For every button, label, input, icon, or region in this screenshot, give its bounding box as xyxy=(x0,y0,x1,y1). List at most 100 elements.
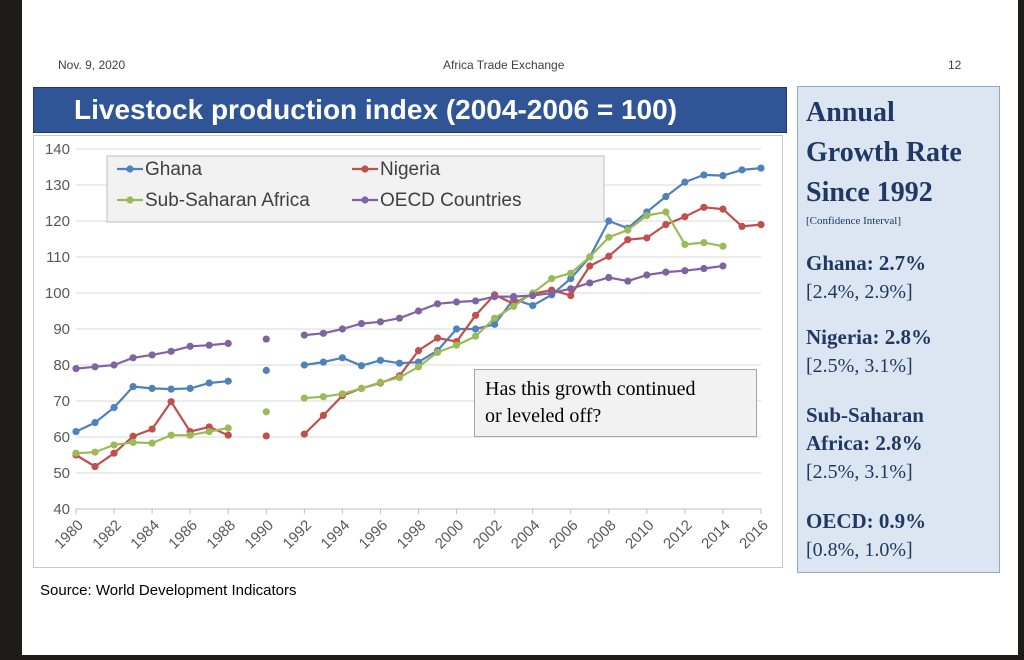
data-point-oecd-countries xyxy=(395,314,404,322)
data-point-ghana xyxy=(681,178,689,186)
y-tick-label: 120 xyxy=(45,213,70,230)
oecd-rate: OECD: 0.9% xyxy=(806,509,927,533)
data-point-oecd-countries xyxy=(224,339,232,347)
x-tick-label: 2000 xyxy=(432,517,468,553)
data-point-oecd-countries xyxy=(72,365,80,373)
data-point-oecd-countries xyxy=(700,264,708,273)
data-point-ghana xyxy=(738,166,746,174)
data-point-oecd-countries xyxy=(414,307,423,315)
data-point-nigeria xyxy=(414,347,423,355)
x-tick-label: 2012 xyxy=(660,517,696,553)
data-point-nigeria xyxy=(586,262,594,270)
data-point-oecd-countries xyxy=(186,342,194,350)
data-point-sub-saharan-africa xyxy=(91,448,99,456)
oecd-ci: [0.8%, 1.0%] xyxy=(806,539,913,561)
data-point-nigeria xyxy=(738,222,746,230)
data-point-sub-saharan-africa xyxy=(624,226,632,234)
panel-heading-line-3: Since 1992 xyxy=(806,177,933,208)
source-note: Source: World Development Indicators xyxy=(40,582,297,599)
data-point-sub-saharan-africa xyxy=(338,390,346,398)
data-point-oecd-countries xyxy=(91,363,99,371)
data-point-oecd-countries xyxy=(376,318,385,326)
data-point-ghana xyxy=(167,385,175,393)
data-point-oecd-countries xyxy=(529,291,537,300)
data-point-ghana xyxy=(605,217,613,225)
data-point-nigeria xyxy=(471,311,480,319)
data-point-nigeria xyxy=(319,411,327,419)
data-point-sub-saharan-africa xyxy=(376,378,385,386)
legend-label-ghana: Ghana xyxy=(145,159,202,180)
data-point-nigeria xyxy=(624,236,632,244)
legend-label-oecd-countries: OECD Countries xyxy=(380,190,522,211)
data-point-nigeria xyxy=(567,291,575,300)
y-tick-label: 90 xyxy=(53,321,70,338)
data-point-ghana xyxy=(205,379,213,387)
y-tick-label: 60 xyxy=(53,429,70,446)
data-point-oecd-countries xyxy=(567,285,575,293)
data-point-ghana xyxy=(148,384,156,392)
data-point-sub-saharan-africa xyxy=(491,314,499,322)
y-tick-label: 40 xyxy=(53,501,70,518)
data-point-oecd-countries xyxy=(148,351,156,359)
data-point-nigeria xyxy=(148,425,156,433)
data-point-nigeria xyxy=(110,449,118,457)
x-tick-label: 2002 xyxy=(470,517,506,553)
data-point-sub-saharan-africa xyxy=(110,441,118,449)
data-point-ghana xyxy=(72,428,80,436)
data-point-oecd-countries xyxy=(433,300,442,308)
data-point-sub-saharan-africa xyxy=(700,239,708,247)
nigeria-rate: Nigeria: 2.8% xyxy=(806,325,932,349)
y-tick-label: 100 xyxy=(45,285,70,302)
data-point-ghana xyxy=(319,358,327,366)
data-point-oecd-countries xyxy=(262,335,270,343)
legend-swatch-marker xyxy=(126,165,134,173)
legend-label-nigeria: Nigeria xyxy=(380,159,441,180)
data-point-oecd-countries xyxy=(167,347,175,355)
chart-frame: 40 50 60 70 80 90 100 110 120 130 140 1980 1982 1984 1… xyxy=(33,135,783,568)
data-point-nigeria xyxy=(167,398,175,406)
x-tick-label: 2016 xyxy=(736,517,772,553)
legend-swatch-marker xyxy=(361,196,369,204)
data-point-sub-saharan-africa xyxy=(433,348,442,356)
series-line-nigeria xyxy=(75,400,229,468)
annotation-line-2: or leveled off? xyxy=(485,405,602,427)
x-tick-label: 1980 xyxy=(51,517,87,553)
title-bar: Livestock production index (2004-2006 = … xyxy=(33,87,787,133)
data-point-oecd-countries xyxy=(338,325,346,333)
x-tick-label: 1982 xyxy=(89,517,125,553)
legend-swatch-marker xyxy=(361,165,369,173)
data-point-sub-saharan-africa xyxy=(719,242,727,250)
data-point-sub-saharan-africa xyxy=(319,393,327,401)
data-point-ghana xyxy=(395,359,404,367)
data-point-ghana xyxy=(700,171,708,179)
panel-heading-line-2: Growth Rate xyxy=(806,137,962,168)
ssa-rate-line-1: Sub-Saharan xyxy=(806,403,924,427)
data-point-nigeria xyxy=(719,205,727,213)
x-tick-label: 2008 xyxy=(584,517,620,553)
data-point-ghana xyxy=(376,356,385,364)
data-point-sub-saharan-africa xyxy=(605,233,613,241)
data-point-oecd-countries xyxy=(643,271,651,279)
data-point-sub-saharan-africa xyxy=(662,208,670,216)
x-tick-label: 1992 xyxy=(280,517,316,553)
slide-page-number: 12 xyxy=(948,58,962,72)
data-point-ghana xyxy=(529,302,537,310)
ghana-ci: [2.4%, 2.9%] xyxy=(806,281,913,303)
data-point-oecd-countries xyxy=(662,268,670,276)
data-point-sub-saharan-africa xyxy=(681,240,689,248)
x-tick-label: 1986 xyxy=(165,517,201,553)
data-point-nigeria xyxy=(300,430,308,438)
data-point-oecd-countries xyxy=(110,361,118,369)
y-tick-label: 110 xyxy=(46,249,70,266)
data-point-ghana xyxy=(491,320,499,328)
x-tick-label: 2006 xyxy=(546,517,582,553)
data-point-nigeria xyxy=(129,432,137,440)
data-point-ghana xyxy=(186,384,194,392)
data-point-oecd-countries xyxy=(510,293,518,301)
data-point-sub-saharan-africa xyxy=(643,212,651,220)
x-tick-label: 2004 xyxy=(508,517,544,553)
data-point-sub-saharan-africa xyxy=(224,424,232,432)
data-point-nigeria xyxy=(643,234,651,242)
data-point-ghana xyxy=(471,325,480,333)
data-point-sub-saharan-africa xyxy=(148,439,156,447)
